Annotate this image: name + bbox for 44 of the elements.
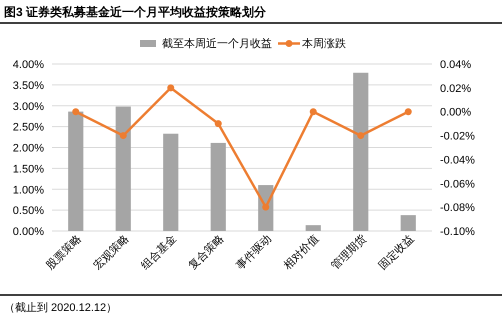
- bar: [116, 106, 131, 231]
- x-tick-label: 宏观策略: [91, 232, 132, 272]
- y2-tick-label: -0.06%: [440, 178, 476, 190]
- x-tick-label: 相对价值: [281, 232, 322, 272]
- x-tick-label: 固定收益: [376, 232, 416, 272]
- chart-title: 图3 证券类私募基金近一个月平均收益按策略划分: [4, 5, 268, 19]
- point: [120, 132, 127, 140]
- point: [310, 108, 317, 116]
- y-tick-label: 3.50%: [12, 80, 44, 92]
- bar: [68, 112, 84, 231]
- text: （截止到 2020.12.12）: [4, 301, 118, 314]
- legend-label: 截至本周近一个月收益: [162, 37, 272, 50]
- y-tick-label: 1.00%: [12, 184, 44, 196]
- y2-tick-label: 0.02%: [440, 82, 472, 95]
- y-tick-label: 1.50%: [12, 163, 44, 176]
- y2-tick-label: -0.10%: [440, 226, 476, 238]
- y-tick-label: 2.00%: [12, 142, 44, 154]
- y2-tick-label: 0.00%: [440, 106, 472, 119]
- y-tick-label: 2.50%: [12, 122, 44, 134]
- point: [167, 84, 174, 92]
- y2-tick-label: -0.08%: [440, 202, 476, 214]
- bar: [353, 72, 368, 231]
- x-tick-label: 组合基金: [138, 232, 179, 272]
- x-tick-label: 复合策略: [186, 232, 226, 272]
- legend-label: 本周涨跌: [302, 37, 346, 50]
- point: [214, 120, 222, 128]
- y-tick-label: 3.00%: [12, 100, 44, 113]
- y2-tick-label: 0.04%: [440, 59, 472, 71]
- bar: [400, 215, 416, 231]
- point: [72, 108, 80, 116]
- x-tick-label: 事件驱动: [234, 232, 274, 272]
- y2-tick-label: -0.04%: [440, 154, 476, 166]
- y-tick-label: 0.50%: [12, 205, 44, 218]
- x-tick-label: 管理期货: [329, 232, 369, 272]
- bar: [163, 134, 178, 231]
- point: [357, 132, 364, 140]
- bar: [210, 142, 226, 231]
- x-tick-label: 股票策略: [44, 232, 84, 272]
- y-tick-label: 4.00%: [12, 59, 44, 71]
- point: [404, 108, 412, 116]
- bar: [306, 225, 321, 231]
- y2-tick-label: -0.02%: [440, 130, 476, 143]
- point: [262, 204, 270, 211]
- y-tick-label: 0.00%: [12, 226, 44, 238]
